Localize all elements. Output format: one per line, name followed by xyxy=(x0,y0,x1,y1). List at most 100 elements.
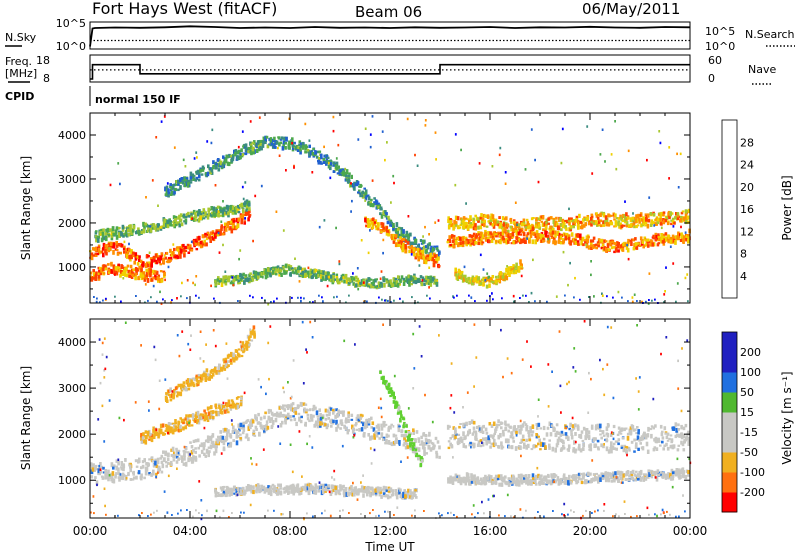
range-cell xyxy=(534,158,536,162)
range-cell xyxy=(565,232,569,237)
range-cell xyxy=(536,235,540,240)
range-cell xyxy=(666,221,670,226)
range-cell xyxy=(609,445,613,448)
range-cell xyxy=(218,280,221,283)
range-cell xyxy=(299,147,302,152)
range-cell xyxy=(497,275,501,279)
range-cell xyxy=(437,254,440,258)
range-cell xyxy=(424,438,428,443)
range-cell xyxy=(470,277,473,280)
range-cell xyxy=(170,224,174,227)
range-cell xyxy=(210,412,214,417)
range-cell xyxy=(597,238,601,242)
range-cell xyxy=(488,441,491,444)
range-cell xyxy=(187,180,191,185)
range-cell xyxy=(366,300,368,303)
range-cell xyxy=(390,221,393,225)
range-cell xyxy=(238,428,241,432)
range-cell xyxy=(181,281,183,285)
range-cell xyxy=(474,214,477,218)
range-cell xyxy=(657,235,660,238)
range-cell xyxy=(90,464,94,469)
range-cell xyxy=(393,299,395,302)
range-cell xyxy=(336,413,340,418)
range-cell xyxy=(219,231,222,236)
range-cell xyxy=(290,406,294,410)
noise-left-label: N.Sky xyxy=(5,31,37,44)
range-cell xyxy=(115,459,119,463)
range-cell xyxy=(544,233,548,237)
range-cell xyxy=(304,122,307,126)
range-cell xyxy=(299,266,302,270)
range-cell xyxy=(385,383,389,386)
range-cell xyxy=(117,460,120,466)
range-cell xyxy=(458,276,461,279)
range-cell xyxy=(382,226,385,232)
range-cell xyxy=(648,299,650,301)
range-cell xyxy=(385,226,389,231)
range-cell xyxy=(221,435,225,440)
range-cell xyxy=(198,241,201,247)
range-cell xyxy=(146,430,150,434)
range-cell xyxy=(279,411,282,416)
range-cell xyxy=(220,282,224,287)
range-cell xyxy=(432,278,436,282)
range-cell xyxy=(107,469,110,475)
range-cell xyxy=(186,279,189,282)
range-cell xyxy=(395,280,399,285)
range-cell xyxy=(526,237,528,240)
range-cell xyxy=(561,224,565,229)
range-cell xyxy=(276,297,278,300)
range-cell xyxy=(195,378,199,382)
range-cell xyxy=(644,239,647,242)
range-cell xyxy=(186,378,190,383)
range-cell xyxy=(184,182,187,188)
range-cell xyxy=(447,216,450,221)
range-cell xyxy=(344,426,348,431)
range-cell xyxy=(546,300,548,303)
range-cell xyxy=(507,234,510,239)
range-cell xyxy=(277,146,279,150)
range-cell xyxy=(142,271,145,275)
range-cell xyxy=(497,434,500,440)
range-cell xyxy=(204,233,207,238)
range-cell xyxy=(610,448,613,454)
range-cell xyxy=(155,464,159,469)
range-cell xyxy=(198,296,200,299)
range-cell xyxy=(190,212,193,216)
colorbar-tick-label: 8 xyxy=(740,248,747,261)
range-cell xyxy=(237,217,240,222)
range-cell xyxy=(150,472,153,477)
range-cell xyxy=(154,270,157,273)
range-cell xyxy=(482,437,485,441)
range-cell xyxy=(414,239,417,244)
range-cell xyxy=(628,448,631,452)
range-cell xyxy=(643,244,646,247)
range-cell xyxy=(523,421,526,424)
range-cell xyxy=(606,295,608,298)
range-cell xyxy=(141,460,145,464)
range-cell xyxy=(528,229,532,235)
range-cell xyxy=(162,457,166,462)
range-cell xyxy=(171,422,175,425)
range-cell xyxy=(614,120,616,123)
range-cell xyxy=(192,217,196,222)
range-cell xyxy=(634,218,638,224)
range-cell xyxy=(424,119,427,122)
range-cell xyxy=(479,231,483,236)
range-cell xyxy=(140,439,144,444)
range-cell xyxy=(585,428,589,433)
range-cell xyxy=(658,130,661,133)
range-cell xyxy=(248,202,251,207)
range-cell xyxy=(151,227,155,230)
range-cell xyxy=(618,431,621,434)
range-cell xyxy=(293,417,297,422)
range-cell xyxy=(649,212,653,216)
range-cell xyxy=(227,429,230,434)
range-cell xyxy=(555,295,558,298)
range-cell xyxy=(379,277,382,280)
range-cell xyxy=(652,234,655,240)
range-cell xyxy=(625,223,629,228)
range-cell xyxy=(313,270,316,274)
